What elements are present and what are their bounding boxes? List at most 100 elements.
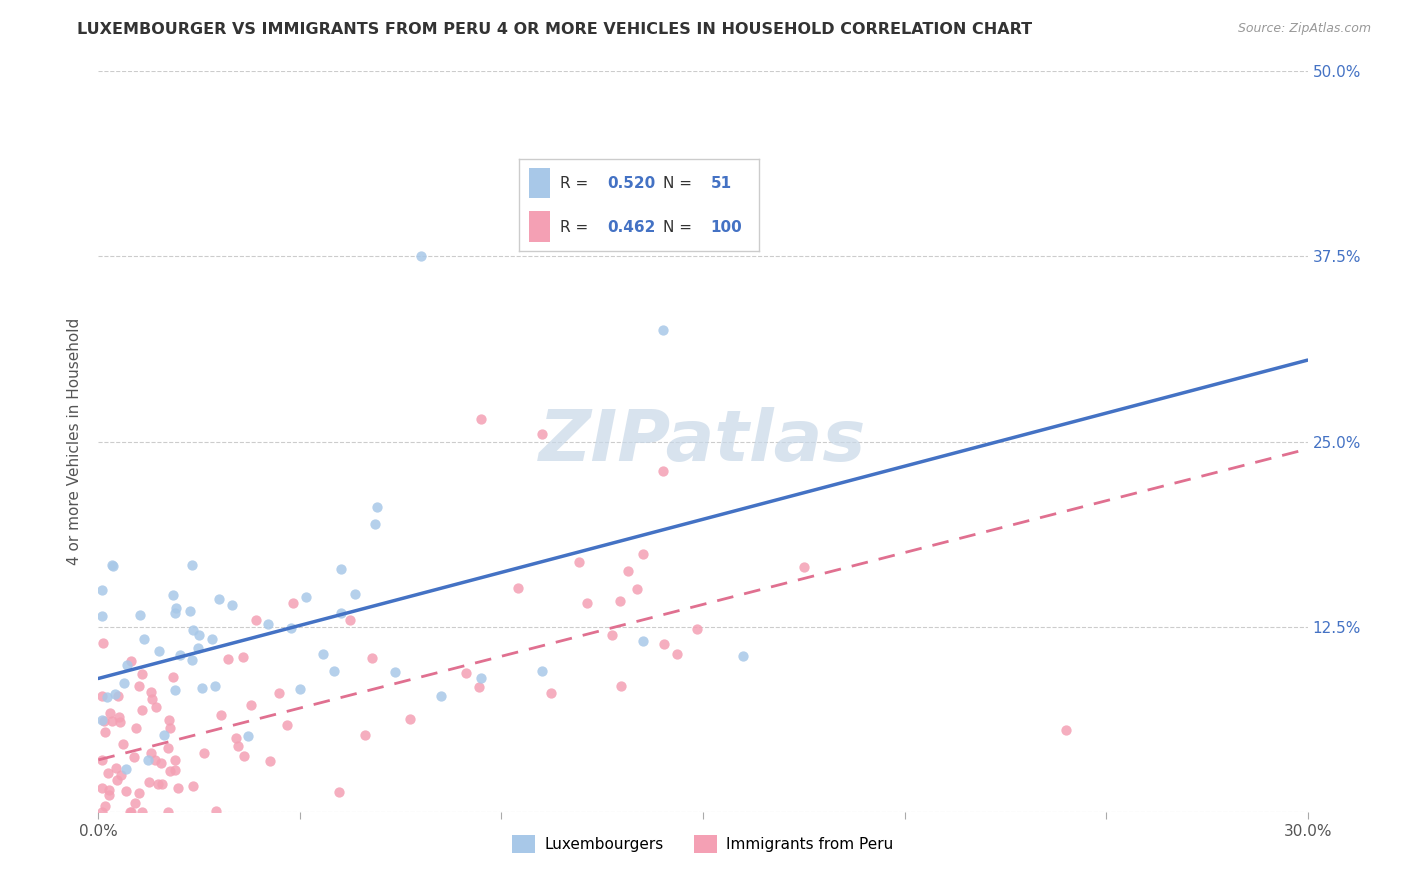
Point bbox=[165, 606, 187, 620]
Point bbox=[122, 750, 145, 764]
Point bbox=[165, 600, 187, 615]
Point bbox=[136, 753, 159, 767]
Point bbox=[201, 632, 224, 646]
Bar bbox=[529, 168, 550, 198]
Point bbox=[139, 685, 162, 699]
Point bbox=[470, 412, 492, 426]
Point bbox=[163, 753, 186, 767]
Point bbox=[105, 761, 128, 775]
Point bbox=[145, 700, 167, 714]
Point bbox=[530, 427, 553, 442]
Point bbox=[329, 606, 352, 620]
Point bbox=[353, 728, 375, 742]
Point bbox=[159, 722, 181, 736]
Point bbox=[91, 805, 114, 819]
Point bbox=[128, 786, 150, 800]
Point bbox=[162, 670, 184, 684]
Point bbox=[114, 784, 136, 798]
Point bbox=[631, 548, 654, 562]
Point bbox=[609, 594, 631, 608]
Point bbox=[666, 647, 689, 661]
Point bbox=[91, 583, 114, 598]
Point bbox=[733, 649, 755, 664]
Point bbox=[101, 558, 124, 572]
Text: Source: ZipAtlas.com: Source: ZipAtlas.com bbox=[1237, 22, 1371, 36]
Y-axis label: 4 or more Vehicles in Household: 4 or more Vehicles in Household bbox=[67, 318, 83, 566]
Point bbox=[329, 562, 352, 576]
Point bbox=[166, 780, 188, 795]
Point bbox=[225, 731, 247, 746]
Point bbox=[112, 675, 135, 690]
Point bbox=[1054, 723, 1077, 738]
Point bbox=[91, 714, 114, 728]
Point bbox=[232, 649, 254, 664]
Point bbox=[105, 772, 128, 787]
Point bbox=[110, 767, 132, 781]
Point bbox=[183, 623, 205, 637]
Text: N =: N = bbox=[662, 219, 692, 235]
Point bbox=[93, 714, 115, 729]
Point bbox=[276, 717, 298, 731]
Text: N =: N = bbox=[662, 176, 692, 191]
Point bbox=[100, 714, 122, 729]
Point bbox=[339, 613, 361, 627]
Point bbox=[409, 250, 432, 264]
Point bbox=[180, 653, 202, 667]
Text: 0.462: 0.462 bbox=[607, 219, 657, 235]
Point bbox=[686, 622, 709, 636]
Text: LUXEMBOURGER VS IMMIGRANTS FROM PERU 4 OR MORE VEHICLES IN HOUSEHOLD CORRELATION: LUXEMBOURGER VS IMMIGRANTS FROM PERU 4 O… bbox=[77, 22, 1032, 37]
Point bbox=[98, 706, 121, 721]
Point bbox=[159, 764, 181, 778]
Point bbox=[169, 648, 191, 663]
Point bbox=[115, 762, 138, 776]
Point bbox=[257, 616, 280, 631]
Point bbox=[506, 581, 529, 595]
Point bbox=[626, 582, 648, 596]
Point bbox=[328, 785, 350, 799]
Point bbox=[454, 666, 477, 681]
Point bbox=[180, 558, 202, 572]
Point bbox=[162, 588, 184, 602]
Point bbox=[193, 746, 215, 760]
Point bbox=[124, 797, 146, 811]
Point bbox=[631, 634, 654, 648]
Point bbox=[128, 679, 150, 693]
Point bbox=[205, 804, 228, 818]
Point bbox=[91, 608, 114, 623]
Point bbox=[191, 681, 214, 695]
Point bbox=[165, 682, 187, 697]
Point bbox=[150, 756, 173, 770]
Point bbox=[115, 658, 138, 673]
Point bbox=[187, 640, 209, 655]
Point bbox=[281, 596, 304, 610]
Point bbox=[120, 805, 142, 819]
Point bbox=[617, 564, 640, 578]
Point bbox=[129, 607, 152, 622]
Point bbox=[430, 689, 453, 703]
Point bbox=[131, 805, 153, 819]
Point bbox=[120, 654, 142, 668]
Point bbox=[138, 775, 160, 789]
Point bbox=[540, 686, 562, 700]
Point bbox=[217, 652, 239, 666]
Point bbox=[280, 621, 302, 635]
Point bbox=[651, 464, 673, 478]
Point bbox=[654, 637, 676, 651]
Point bbox=[125, 721, 148, 735]
Point bbox=[91, 753, 114, 767]
Point bbox=[236, 730, 259, 744]
Legend: Luxembourgers, Immigrants from Peru: Luxembourgers, Immigrants from Peru bbox=[506, 829, 900, 860]
Point bbox=[312, 647, 335, 661]
Point bbox=[187, 628, 209, 642]
Point bbox=[145, 753, 167, 767]
Point bbox=[361, 651, 384, 665]
Point bbox=[366, 500, 388, 515]
Point bbox=[157, 713, 180, 727]
Point bbox=[470, 672, 492, 686]
Point bbox=[93, 799, 115, 814]
Point bbox=[91, 689, 114, 703]
Point bbox=[131, 703, 153, 717]
Point bbox=[576, 596, 599, 610]
Point bbox=[245, 613, 267, 627]
Text: 51: 51 bbox=[711, 176, 733, 191]
